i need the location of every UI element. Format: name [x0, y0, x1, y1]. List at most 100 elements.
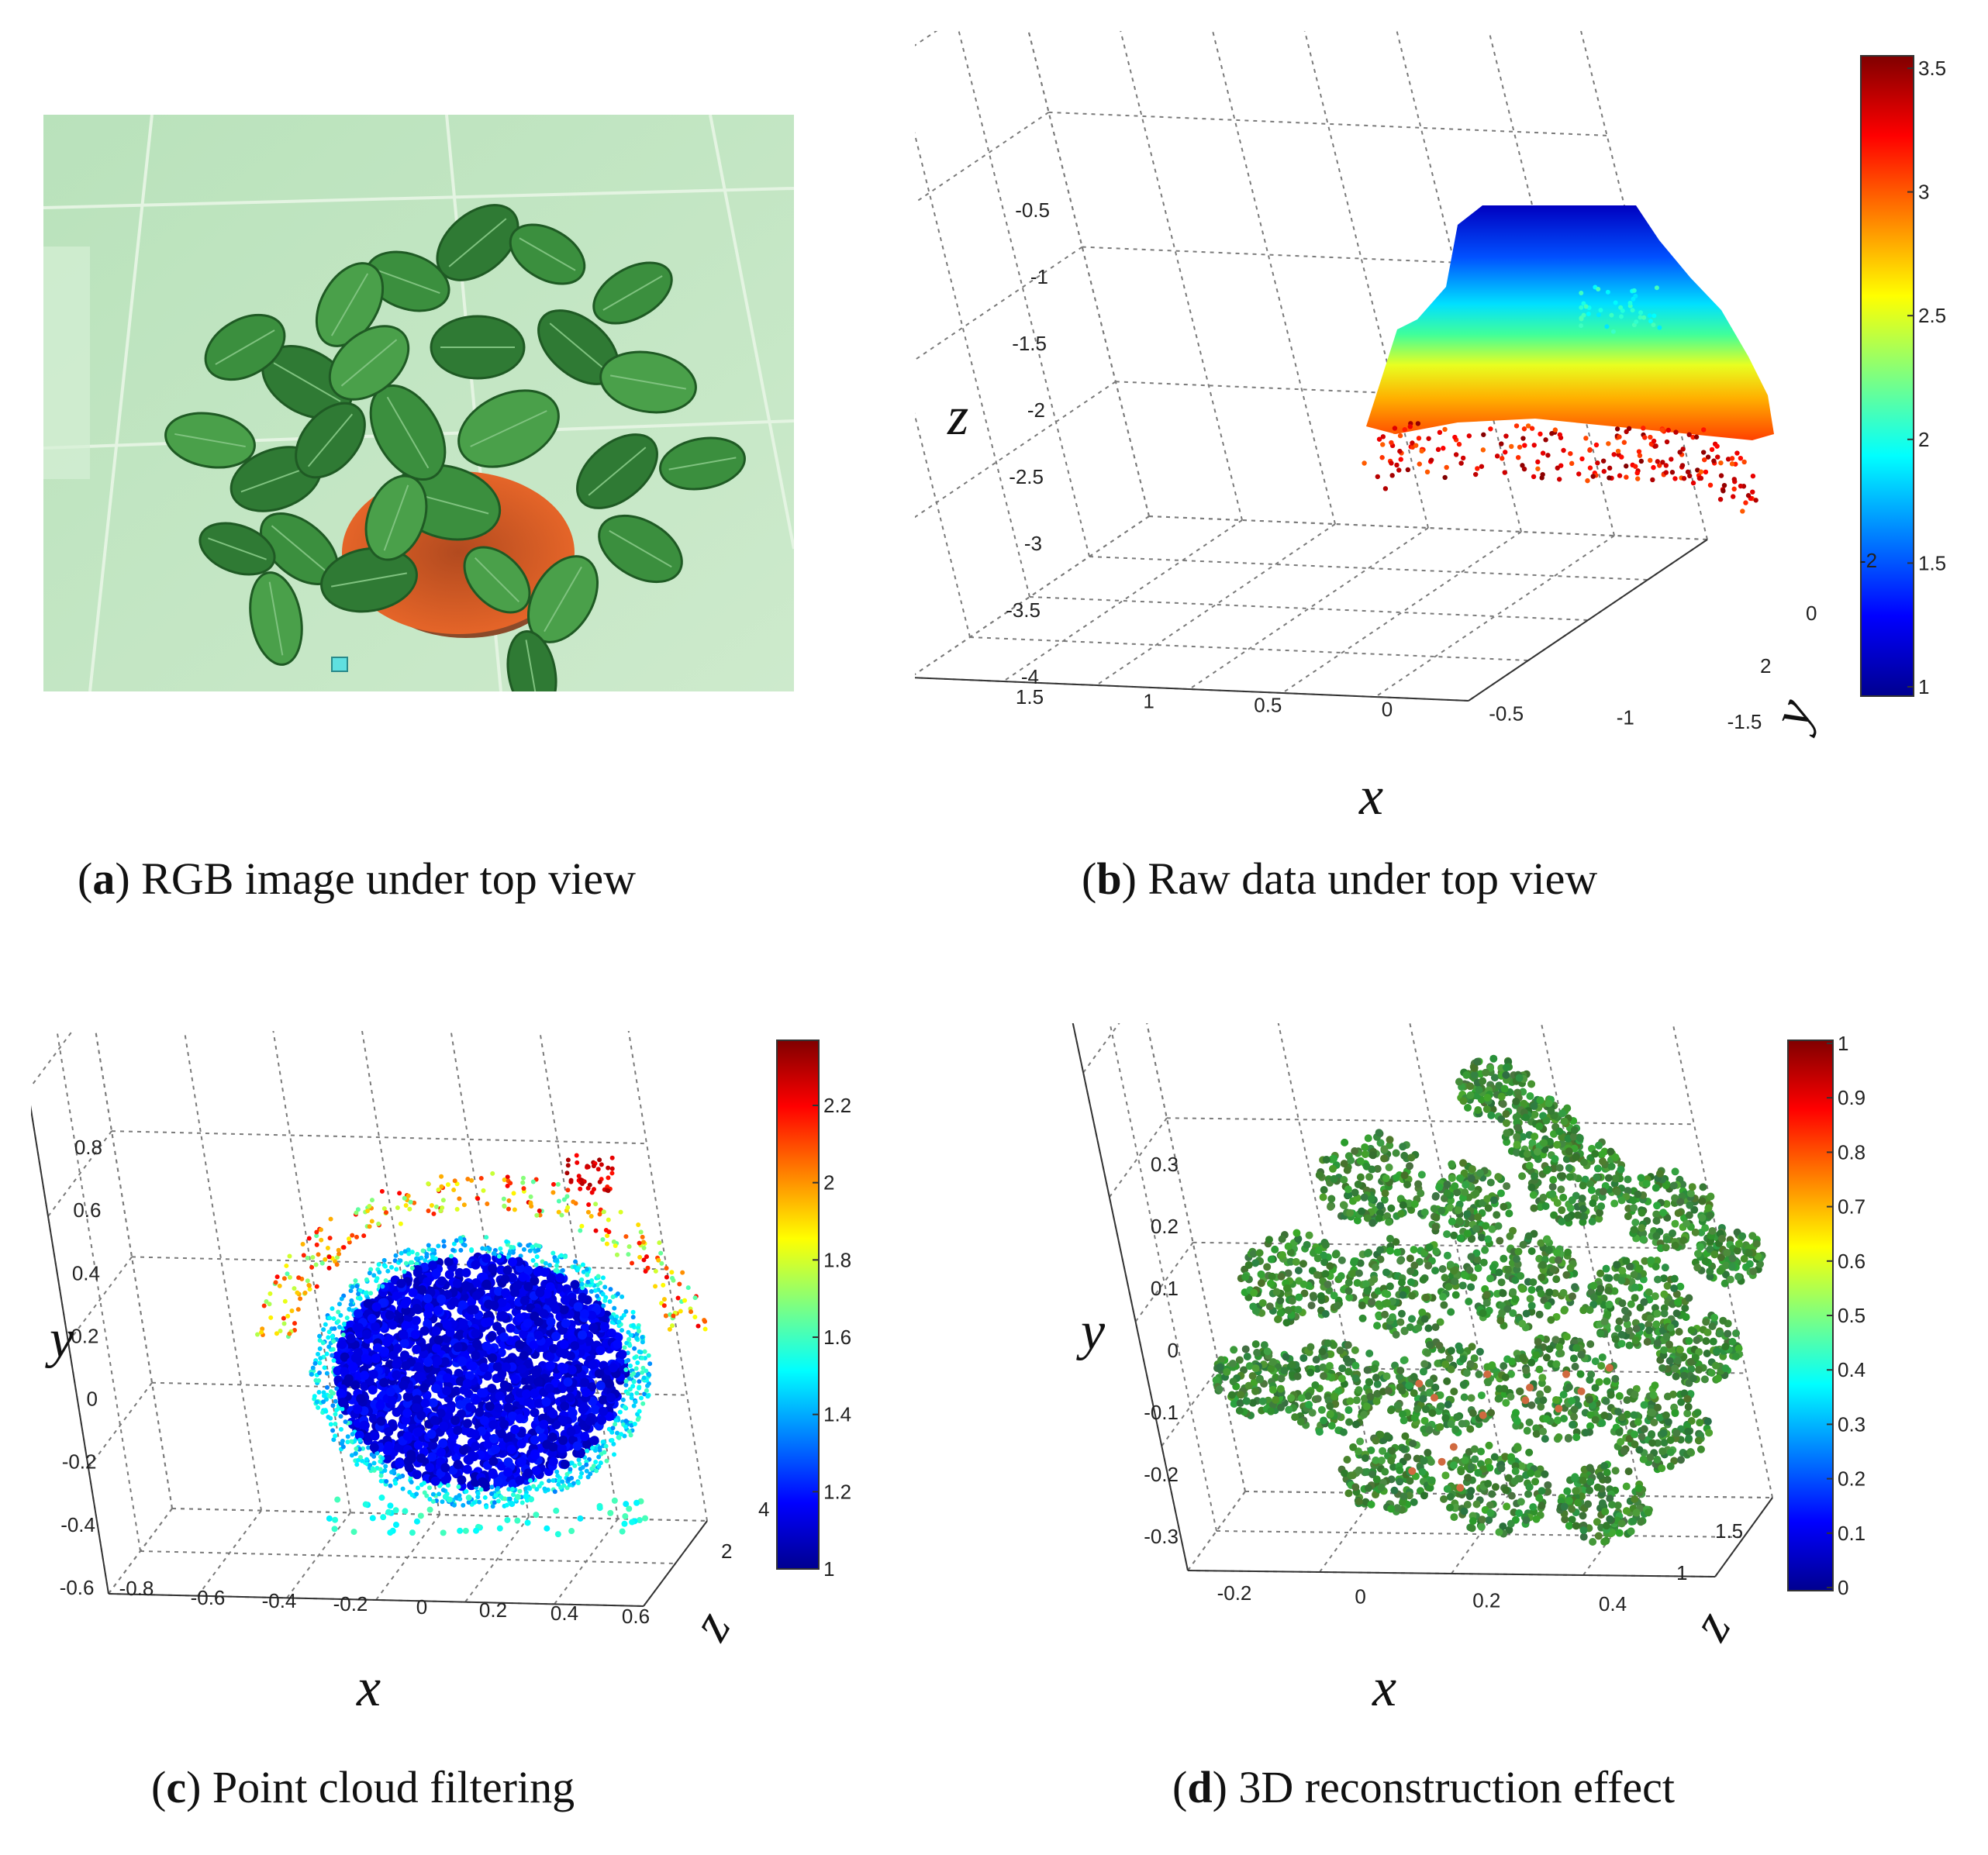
data-point	[1560, 1306, 1569, 1315]
leaf-vein	[383, 484, 409, 551]
data-point	[1661, 1264, 1669, 1272]
data-point	[1417, 1171, 1426, 1179]
data-point	[430, 1247, 435, 1253]
data-point	[382, 1453, 392, 1464]
data-point	[392, 1291, 402, 1302]
data-point	[1671, 1194, 1679, 1202]
data-point	[611, 1497, 618, 1504]
data-point	[1479, 1258, 1488, 1267]
data-point	[357, 1437, 363, 1443]
gridline	[880, 0, 1030, 598]
data-point	[638, 1395, 644, 1401]
data-point	[596, 1464, 602, 1469]
data-point	[505, 1394, 515, 1404]
data-point	[1489, 1054, 1498, 1063]
data-point	[1549, 1176, 1558, 1184]
data-point	[321, 1390, 326, 1395]
data-point	[555, 1347, 565, 1357]
data-point	[1496, 1316, 1505, 1325]
data-point	[478, 1272, 488, 1282]
data-point	[278, 1329, 283, 1334]
data-point	[1473, 1057, 1482, 1066]
data-point	[1635, 476, 1641, 481]
data-point	[1393, 1248, 1402, 1257]
data-point	[1403, 1181, 1412, 1189]
data-point	[408, 1288, 418, 1298]
data-point	[1443, 1180, 1451, 1188]
data-point	[1522, 1309, 1531, 1318]
data-point	[433, 1256, 438, 1261]
data-point	[1545, 453, 1551, 458]
data-point	[577, 1461, 582, 1467]
data-point	[1422, 1293, 1431, 1302]
data-point	[606, 1392, 616, 1402]
data-point	[1496, 1236, 1504, 1245]
colorbar-ticks-c: 2.221.81.61.41.21	[813, 1094, 851, 1581]
data-point	[1527, 1183, 1536, 1191]
data-point	[327, 1315, 333, 1321]
data-point	[354, 1210, 359, 1215]
data-point	[533, 1512, 540, 1519]
data-point	[518, 1272, 528, 1282]
data-point	[1738, 455, 1744, 461]
rgb-photo	[43, 114, 796, 715]
colorbar-tick-label: 1	[823, 1557, 834, 1581]
data-point	[588, 1360, 598, 1370]
data-point	[1673, 429, 1679, 435]
leaf-vein	[448, 218, 507, 267]
data-point	[601, 1209, 606, 1215]
data-point	[1363, 1287, 1372, 1295]
data-point	[523, 1493, 530, 1500]
data-point	[1438, 1264, 1447, 1273]
data-point	[502, 1203, 507, 1209]
data-point	[331, 1526, 338, 1533]
data-point	[1705, 454, 1711, 460]
data-point	[284, 1263, 289, 1268]
data-point	[599, 1162, 604, 1167]
data-point	[343, 1419, 348, 1425]
data-point	[1618, 1267, 1627, 1275]
data-point	[1380, 434, 1386, 440]
data-point	[392, 1370, 402, 1380]
data-point	[556, 1481, 561, 1487]
data-point	[382, 1467, 388, 1473]
data-point	[1700, 450, 1707, 455]
data-point	[669, 1323, 675, 1329]
data-point	[579, 1402, 589, 1412]
data-point	[1623, 1320, 1631, 1329]
z-tick-label: -1	[1030, 265, 1048, 288]
data-point	[316, 1378, 322, 1384]
data-point	[493, 1477, 503, 1487]
data-point	[1479, 1077, 1487, 1085]
leaf-vein	[588, 447, 647, 496]
data-point	[548, 1457, 558, 1467]
data-point	[1387, 1204, 1396, 1212]
data-point	[613, 1243, 618, 1248]
data-point	[1541, 1202, 1550, 1210]
data-point	[1664, 439, 1670, 445]
data-point	[1530, 1204, 1538, 1212]
data-point	[417, 1512, 424, 1519]
y-tick-label: -0.6	[60, 1576, 95, 1599]
data-point	[368, 1385, 378, 1395]
data-point	[1320, 1186, 1328, 1195]
data-point	[1383, 1290, 1392, 1298]
data-point	[589, 1190, 595, 1195]
data-point	[1376, 1202, 1385, 1210]
data-point	[1428, 457, 1434, 463]
data-point	[393, 1443, 403, 1453]
data-point	[426, 1243, 431, 1248]
data-point	[328, 1422, 333, 1427]
data-point	[529, 1340, 539, 1350]
data-point	[364, 1277, 369, 1282]
data-point	[626, 1252, 631, 1257]
data-point	[461, 1202, 467, 1208]
data-point	[333, 1412, 338, 1417]
data-point	[465, 1495, 472, 1502]
data-point	[445, 1327, 455, 1337]
data-point	[1750, 473, 1756, 479]
data-point	[453, 1460, 463, 1470]
data-point	[1643, 1337, 1651, 1346]
data-point	[523, 1359, 533, 1369]
